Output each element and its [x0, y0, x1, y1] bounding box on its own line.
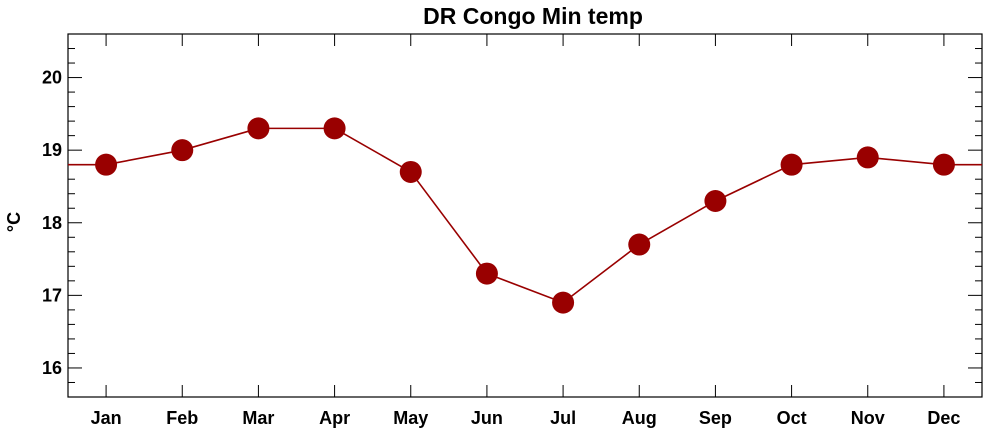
x-tick-label: Dec: [927, 408, 960, 428]
x-tick-label: Aug: [622, 408, 657, 428]
x-tick-label: May: [393, 408, 428, 428]
y-tick-label: 18: [42, 213, 62, 233]
data-point: [247, 117, 270, 140]
x-tick-label: Nov: [851, 408, 885, 428]
x-tick-label: Sep: [699, 408, 732, 428]
series-line: [68, 127, 982, 304]
data-point: [323, 117, 346, 140]
data-point: [780, 153, 803, 176]
series-markers: [95, 117, 955, 314]
data-point: [552, 291, 575, 314]
x-tick-label: Apr: [319, 408, 350, 428]
x-tick-label: Jun: [471, 408, 503, 428]
x-tick-label: Feb: [166, 408, 198, 428]
data-point: [171, 139, 194, 162]
y-axis-label: °C: [4, 212, 24, 232]
data-point: [856, 146, 879, 169]
y-axis-ticks: 16 17 18 19 20: [42, 33, 982, 398]
x-tick-label: Jul: [550, 408, 576, 428]
data-point: [628, 233, 651, 256]
x-axis-ticks: Jan Feb Mar Apr May Jun Jul Aug Sep Oct Nov Dec: [91, 34, 960, 428]
data-point: [475, 262, 498, 285]
y-tick-label: 19: [42, 140, 62, 160]
x-tick-label: Mar: [242, 408, 274, 428]
data-point: [95, 153, 118, 176]
y-tick-label: 20: [42, 68, 62, 88]
x-tick-label: Jan: [91, 408, 122, 428]
data-point: [932, 153, 955, 176]
y-tick-label: 17: [42, 285, 62, 305]
data-point: [399, 160, 422, 183]
chart-title: DR Congo Min temp: [423, 3, 643, 29]
plot-frame: [67, 33, 983, 398]
data-point: [704, 189, 727, 212]
x-tick-label: Oct: [777, 408, 807, 428]
y-tick-label: 16: [42, 358, 62, 378]
